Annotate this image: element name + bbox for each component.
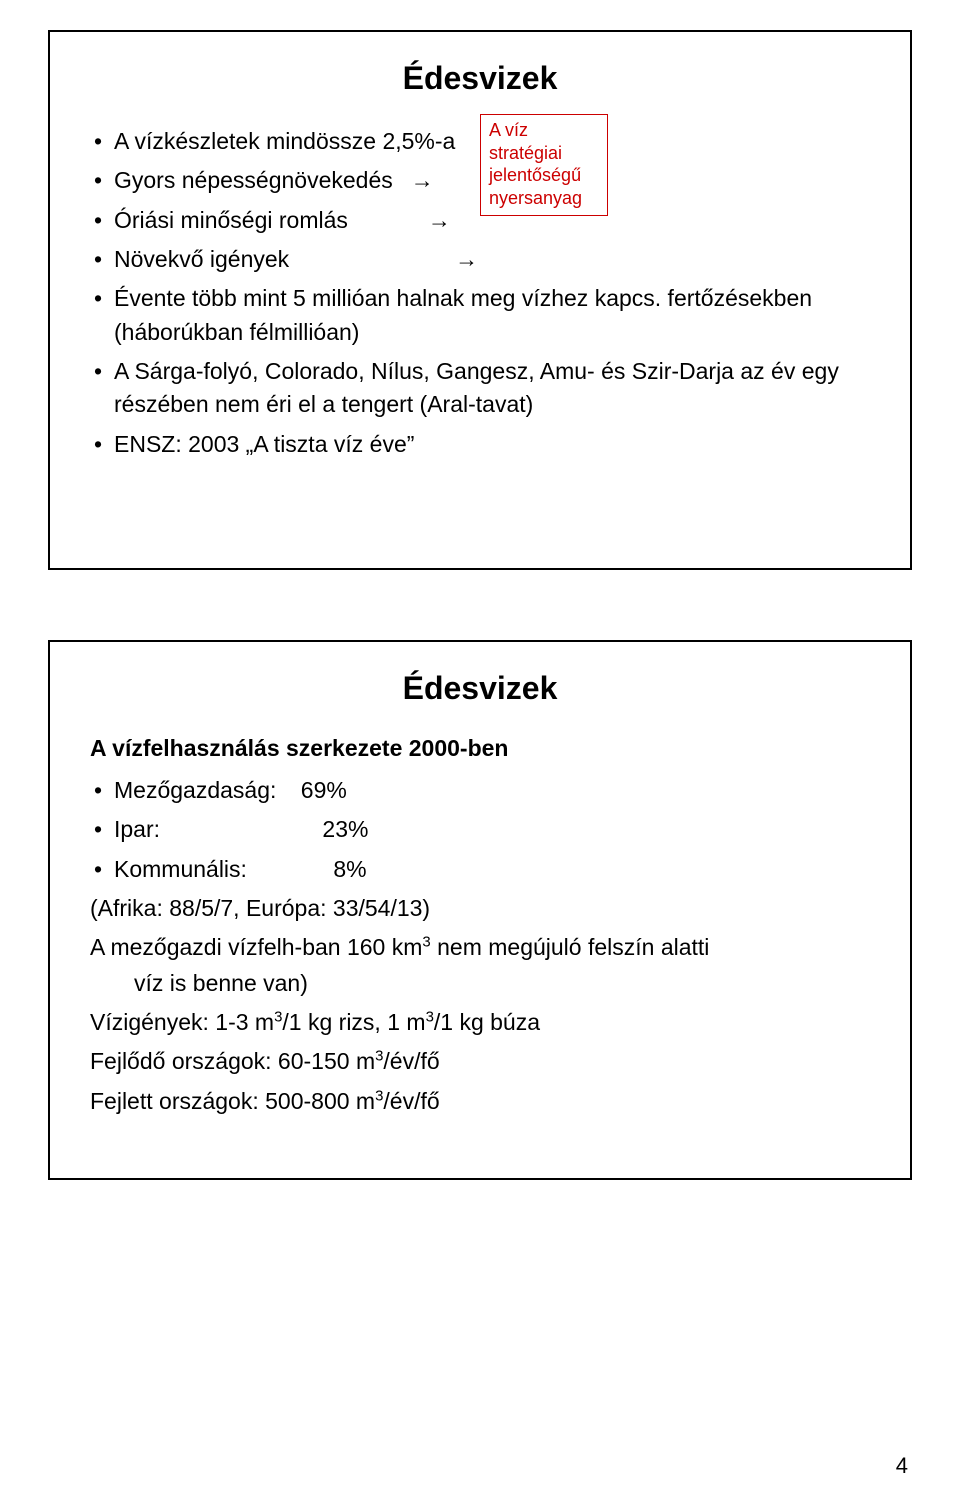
- text-line: Fejlett országok: 500-800 m3/év/fő: [90, 1085, 870, 1118]
- text-frag: /1 kg rizs, 1 m: [282, 1009, 425, 1035]
- bullet-item: Kommunális: 8%: [90, 853, 870, 886]
- slide-2: Édesvizek A vízfelhasználás szerkezete 2…: [48, 640, 912, 1180]
- slide2-subheading: A vízfelhasználás szerkezete 2000-ben: [90, 735, 870, 762]
- kv-value: 8%: [333, 853, 366, 886]
- arrow-icon: →: [455, 243, 478, 276]
- bullet-text: Óriási minőségi romlás: [114, 204, 348, 237]
- bullet-item: Mezőgazdaság: 69%: [90, 774, 870, 807]
- sup-3: 3: [426, 1008, 434, 1025]
- slide1-title: Édesvizek: [90, 60, 870, 97]
- slide2-bullets: Mezőgazdaság: 69% Ipar: 23% Kommunális: …: [90, 774, 870, 886]
- bullet-text: A vízkészletek mindössze 2,5%-a: [114, 128, 455, 154]
- text-frag: /év/fő: [383, 1048, 439, 1074]
- text-line: A mezőgazdi vízfelh-ban 160 km3 nem megú…: [90, 931, 870, 964]
- text-frag: /év/fő: [383, 1088, 439, 1114]
- text-line: Vízigények: 1-3 m3/1 kg rizs, 1 m3/1 kg …: [90, 1006, 870, 1039]
- kv-label: Ipar:: [114, 816, 160, 842]
- bullet-item: Növekvő igények →: [90, 243, 870, 276]
- sup-3: 3: [422, 934, 430, 951]
- text-frag: Vízigények: 1-3 m: [90, 1009, 274, 1035]
- bullet-text: ENSZ: 2003 „A tiszta víz éve”: [114, 431, 414, 457]
- text-frag: Fejlődő országok: 60-150 m: [90, 1048, 375, 1074]
- bullet-item: Óriási minőségi romlás →: [90, 204, 870, 237]
- kv-value: 23%: [322, 813, 368, 846]
- bullet-item: Ipar: 23%: [90, 813, 870, 846]
- text-frag: nem megújuló felszín alatti: [431, 934, 710, 960]
- text-frag: Fejlett országok: 500-800 m: [90, 1088, 375, 1114]
- bullet-item: A Sárga-folyó, Colorado, Nílus, Gangesz,…: [90, 355, 870, 422]
- bullet-text: Gyors népességnövekedés: [114, 164, 393, 197]
- bullet-item: Gyors népességnövekedés →: [90, 164, 870, 197]
- slide1-bullets: A vízkészletek mindössze 2,5%-a Gyors né…: [90, 125, 870, 461]
- text-frag: /1 kg búza: [434, 1009, 540, 1035]
- arrow-icon: →: [411, 164, 434, 197]
- kv-value: 69%: [301, 774, 347, 807]
- page: Édesvizek A víz stratégiai jelentőségű n…: [0, 0, 960, 1501]
- kv-label: Mezőgazdaság:: [114, 777, 276, 803]
- text-frag: A mezőgazdi vízfelh-ban 160 km: [90, 934, 422, 960]
- bullet-item: A vízkészletek mindössze 2,5%-a: [90, 125, 870, 158]
- slide2-title: Édesvizek: [90, 670, 870, 707]
- bullet-text: A Sárga-folyó, Colorado, Nílus, Gangesz,…: [114, 358, 839, 417]
- arrow-icon: →: [428, 204, 451, 237]
- bullet-text: Növekvő igények: [114, 243, 289, 276]
- text-line: Fejlődő országok: 60-150 m3/év/fő: [90, 1045, 870, 1078]
- slide-1: Édesvizek A víz stratégiai jelentőségű n…: [48, 30, 912, 570]
- bullet-text: Évente több mint 5 millióan halnak meg v…: [114, 285, 812, 344]
- bullet-item: ENSZ: 2003 „A tiszta víz éve”: [90, 428, 870, 461]
- text-line: (Afrika: 88/5/7, Európa: 33/54/13): [90, 892, 870, 925]
- text-line-cont: víz is benne van): [90, 967, 870, 1000]
- bullet-item: Évente több mint 5 millióan halnak meg v…: [90, 282, 870, 349]
- kv-label: Kommunális:: [114, 856, 247, 882]
- page-number: 4: [896, 1453, 908, 1479]
